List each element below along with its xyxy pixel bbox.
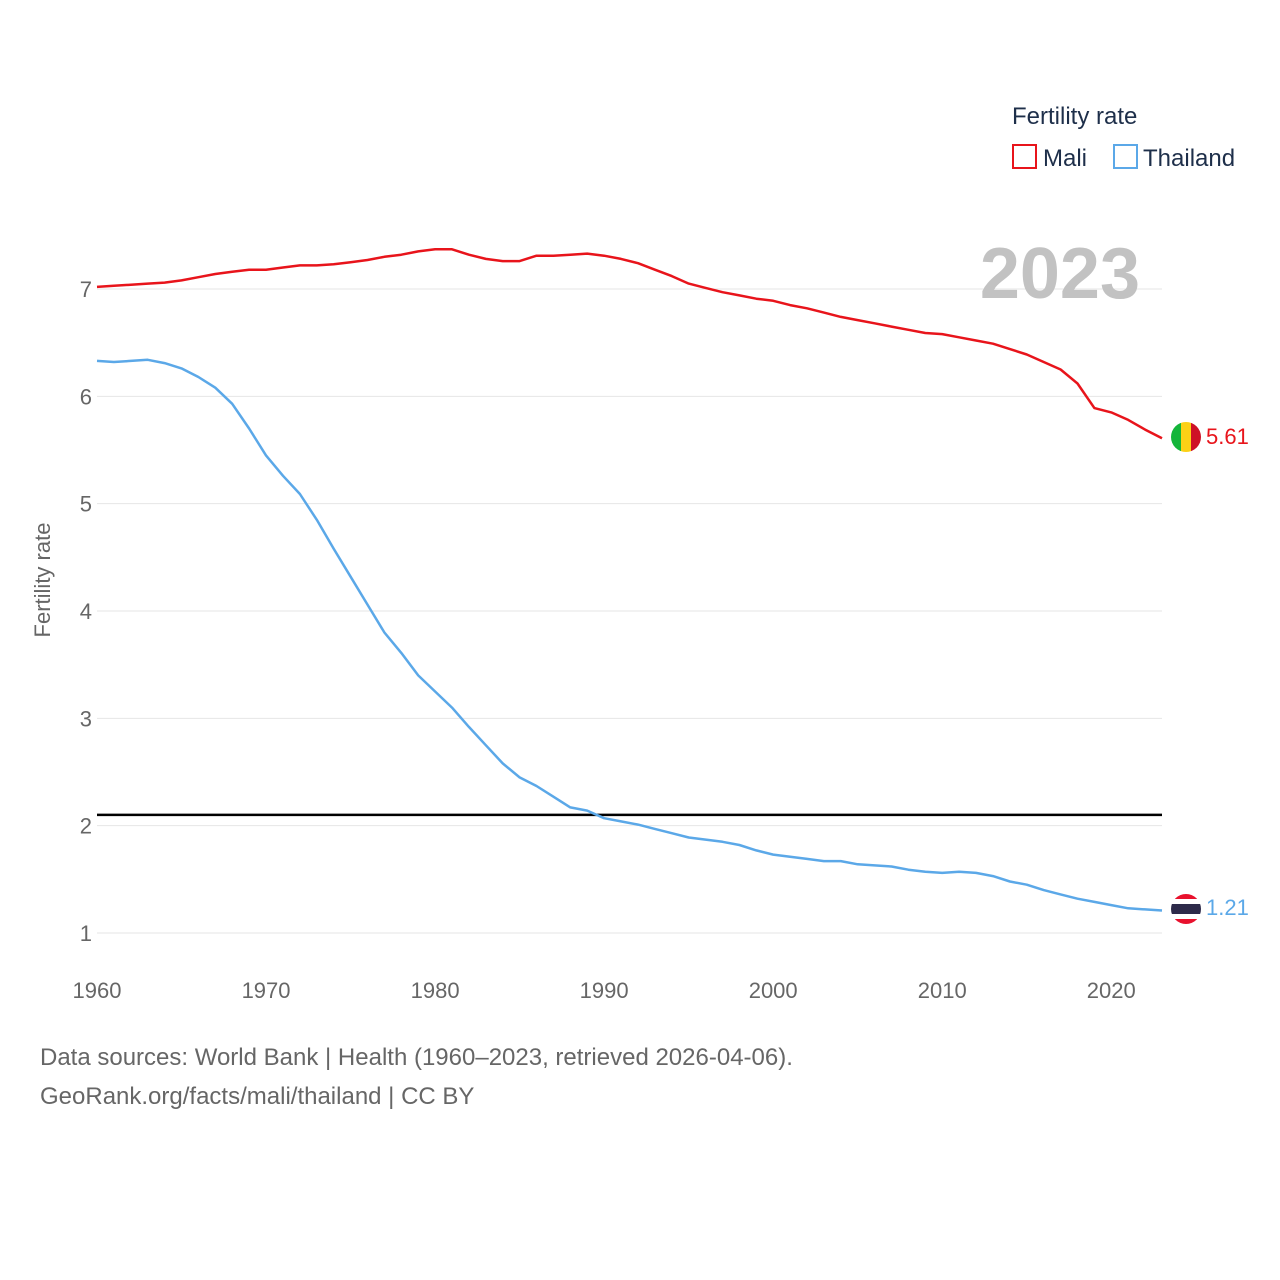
x-tick-label-1960: 1960 [73, 978, 122, 1003]
footer-credit[interactable]: GeoRank.org/facts/mali/thailand | CC BY [40, 1083, 475, 1110]
series-lines [96, 248, 1163, 912]
series-line-mali [96, 248, 1163, 440]
mali-flag-icon [1171, 422, 1201, 452]
legend-item-thailand[interactable]: Thailand [1113, 144, 1235, 172]
series-line-thailand [96, 358, 1163, 912]
x-tick-label-2010: 2010 [918, 978, 967, 1003]
y-tick-label-4: 4 [80, 599, 92, 624]
legend-label-thailand: Thailand [1143, 145, 1235, 172]
legend: Fertility rate Mali Thailand [1012, 103, 1235, 172]
y-tick-label-3: 3 [80, 706, 92, 731]
x-tick-label-1990: 1990 [580, 978, 629, 1003]
y-axis-label: Fertility rate [30, 523, 55, 638]
legend-swatch-mali [1012, 144, 1037, 169]
x-axis-ticks: 1960 1970 1980 1990 2000 2010 2020 [73, 978, 1136, 1003]
y-tick-label-1: 1 [80, 921, 92, 946]
y-axis-ticks: 1 2 3 4 5 6 7 [80, 277, 92, 946]
footer-source: Data sources: World Bank | Health (1960–… [40, 1044, 793, 1071]
x-tick-label-2000: 2000 [749, 978, 798, 1003]
y-tick-label-6: 6 [80, 384, 92, 409]
legend-label-mali: Mali [1043, 145, 1087, 172]
year-label: 2023 [980, 234, 1140, 314]
y-tick-label-2: 2 [80, 814, 92, 839]
end-label-thailand: 1.21 [1206, 895, 1249, 920]
x-tick-label-2020: 2020 [1087, 978, 1136, 1003]
legend-item-mali[interactable]: Mali [1012, 144, 1087, 172]
thailand-flag-icon [1171, 894, 1201, 924]
y-tick-label-5: 5 [80, 492, 92, 517]
end-label-mali: 5.61 [1206, 424, 1249, 449]
y-tick-label-7: 7 [80, 277, 92, 302]
legend-title: Fertility rate [1012, 103, 1137, 130]
fertility-rate-chart: 1 2 3 4 5 6 7 1960 1970 1980 1990 2000 2010 2020 202… [30, 103, 1249, 1003]
legend-swatch-thailand [1113, 144, 1138, 169]
x-tick-label-1980: 1980 [411, 978, 460, 1003]
x-tick-label-1970: 1970 [242, 978, 291, 1003]
gridlines [97, 288, 1162, 934]
